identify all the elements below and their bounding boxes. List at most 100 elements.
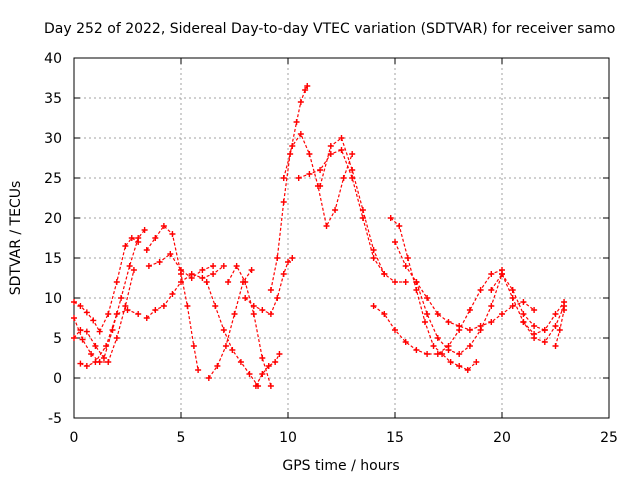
data-point bbox=[242, 279, 249, 285]
data-point bbox=[124, 307, 131, 313]
data-point bbox=[349, 151, 356, 157]
data-point bbox=[413, 347, 420, 353]
data-point bbox=[552, 323, 559, 329]
data-point bbox=[456, 351, 463, 357]
data-point bbox=[413, 279, 420, 285]
x-tick-label: 10 bbox=[279, 430, 297, 446]
data-point bbox=[242, 295, 249, 301]
data-point bbox=[499, 311, 505, 317]
y-axis-label: SDTVAR / TECUs bbox=[8, 181, 24, 296]
data-point bbox=[338, 135, 345, 141]
data-point bbox=[424, 311, 431, 317]
series-arc-3 bbox=[71, 267, 137, 365]
data-point bbox=[561, 307, 568, 313]
data-point bbox=[473, 359, 480, 365]
data-point bbox=[126, 263, 133, 269]
data-series bbox=[71, 83, 568, 389]
data-point bbox=[402, 279, 409, 285]
data-point bbox=[203, 279, 210, 285]
data-point bbox=[370, 247, 377, 253]
data-point bbox=[274, 255, 281, 261]
data-point bbox=[509, 287, 516, 293]
data-point bbox=[167, 251, 174, 257]
data-point bbox=[293, 119, 300, 125]
series-arc-13 bbox=[267, 83, 311, 293]
series-arc-18 bbox=[387, 215, 480, 373]
data-point bbox=[340, 175, 347, 181]
data-point bbox=[210, 271, 217, 277]
data-point bbox=[434, 335, 441, 341]
data-point bbox=[404, 255, 411, 261]
data-point bbox=[222, 343, 229, 349]
series-line bbox=[73, 269, 135, 363]
data-point bbox=[190, 343, 197, 349]
data-point bbox=[466, 343, 473, 349]
series-line bbox=[319, 137, 406, 283]
series-line bbox=[490, 272, 565, 343]
data-point bbox=[332, 207, 339, 213]
data-point bbox=[141, 227, 148, 233]
data-point bbox=[556, 327, 563, 333]
y-tick-label: 5 bbox=[53, 331, 62, 347]
data-point bbox=[297, 99, 304, 105]
series-arc-19 bbox=[392, 239, 538, 333]
series-arc-10 bbox=[225, 263, 274, 389]
data-point bbox=[477, 327, 484, 333]
data-point bbox=[113, 311, 120, 317]
data-point bbox=[199, 275, 206, 281]
series-line bbox=[298, 149, 385, 275]
chart-title: Day 252 of 2022, Sidereal Day-to-day VTE… bbox=[44, 21, 615, 37]
data-point bbox=[402, 263, 409, 269]
series-arc-22 bbox=[520, 299, 568, 337]
y-tick-label: 15 bbox=[44, 251, 62, 267]
x-tick-label: 15 bbox=[386, 430, 404, 446]
y-tick-label: 20 bbox=[44, 211, 62, 227]
data-point bbox=[246, 371, 253, 377]
data-point bbox=[188, 275, 195, 281]
data-point bbox=[122, 243, 129, 249]
data-point bbox=[520, 299, 527, 305]
series-line bbox=[255, 353, 280, 387]
data-point bbox=[252, 383, 259, 389]
data-point bbox=[220, 263, 227, 269]
data-point bbox=[105, 359, 112, 365]
data-point bbox=[349, 167, 356, 173]
data-point bbox=[370, 255, 377, 261]
data-point bbox=[259, 371, 266, 377]
data-point bbox=[327, 143, 334, 149]
data-point bbox=[456, 323, 463, 329]
data-point bbox=[317, 183, 324, 189]
data-point bbox=[113, 279, 120, 285]
data-point bbox=[212, 303, 219, 309]
data-point bbox=[259, 307, 266, 313]
data-point bbox=[392, 327, 398, 333]
data-point bbox=[103, 343, 110, 349]
data-point bbox=[306, 151, 313, 157]
data-point bbox=[92, 343, 99, 349]
data-point bbox=[381, 311, 388, 317]
series-arc-5 bbox=[143, 223, 202, 373]
plot-frame bbox=[73, 57, 610, 419]
data-point bbox=[304, 83, 311, 89]
data-point bbox=[122, 303, 129, 309]
data-point bbox=[100, 355, 107, 361]
data-point bbox=[424, 295, 431, 301]
data-point bbox=[109, 327, 116, 333]
data-point bbox=[402, 339, 409, 345]
data-point bbox=[424, 351, 431, 357]
data-point bbox=[439, 351, 446, 357]
data-point bbox=[145, 263, 152, 269]
data-point bbox=[231, 311, 238, 317]
series-line bbox=[394, 241, 535, 331]
data-point bbox=[509, 303, 516, 309]
series-line bbox=[73, 229, 146, 360]
series-line bbox=[227, 264, 272, 387]
data-point bbox=[327, 151, 334, 157]
y-tick-label: 30 bbox=[44, 131, 62, 147]
data-point bbox=[77, 303, 84, 309]
data-point bbox=[237, 359, 244, 365]
data-point bbox=[285, 259, 291, 265]
data-point bbox=[445, 319, 452, 325]
series-arc-1 bbox=[71, 235, 142, 335]
data-point bbox=[531, 323, 538, 329]
